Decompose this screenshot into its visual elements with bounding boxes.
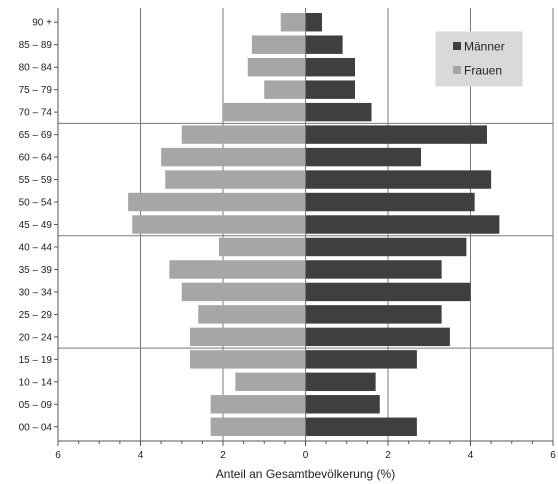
bar-maenner	[305, 260, 442, 279]
age-group-label: 65 – 69	[19, 130, 53, 141]
bar-maenner	[305, 35, 343, 54]
bar-frauen	[210, 417, 306, 436]
bar-frauen	[181, 282, 306, 302]
bar-maenner	[305, 125, 487, 144]
bar-frauen	[210, 395, 306, 414]
bar-maenner	[305, 147, 421, 167]
bar-maenner	[305, 417, 417, 436]
bar-maenner	[305, 215, 500, 234]
bar-frauen	[128, 192, 306, 212]
age-group-label: 90 +	[32, 18, 52, 29]
bars	[128, 13, 500, 436]
bar-maenner	[305, 57, 355, 77]
bar-frauen	[132, 215, 306, 234]
age-group-label: 00 – 04	[19, 422, 53, 433]
bar-frauen	[235, 372, 306, 392]
bar-maenner	[305, 395, 380, 414]
x-tick-label: 2	[220, 450, 226, 461]
x-tick-label: 0	[303, 450, 309, 461]
x-axis-title: Anteil an Gesamtbevölkerung (%)	[216, 467, 395, 481]
legend: Männer Frauen	[435, 31, 523, 87]
age-group-label: 70 – 74	[19, 108, 53, 119]
legend-label: Frauen	[464, 64, 502, 78]
age-group-label: 60 – 64	[19, 153, 53, 164]
age-group-label: 55 – 59	[19, 175, 53, 186]
legend-box	[435, 31, 523, 87]
bar-frauen	[223, 102, 306, 122]
bar-frauen	[280, 13, 306, 32]
bar-frauen	[161, 147, 306, 167]
bar-maenner	[305, 192, 475, 212]
age-group-label: 35 – 39	[19, 265, 53, 276]
bar-frauen	[264, 80, 306, 99]
age-group-label: 85 – 89	[19, 40, 53, 51]
bar-frauen	[198, 305, 306, 324]
x-axis-ticks: 6 4 2 0 2 4 6	[55, 441, 556, 461]
bar-maenner	[305, 237, 467, 257]
bar-frauen	[247, 57, 306, 77]
bar-frauen	[190, 350, 306, 369]
bar-maenner	[305, 80, 355, 99]
bar-maenner	[305, 372, 376, 392]
bar-maenner	[305, 350, 417, 369]
age-group-label: 45 – 49	[19, 220, 53, 231]
bar-frauen	[251, 35, 306, 54]
age-group-label: 80 – 84	[19, 63, 53, 74]
legend-items: Männer Frauen	[453, 40, 505, 78]
legend-label: Männer	[464, 40, 505, 54]
age-group-label: 05 – 09	[19, 400, 53, 411]
legend-swatch	[453, 66, 461, 74]
x-tick-label: 6	[55, 450, 61, 461]
age-group-labels: 90 + 85 – 89 80 – 84 75 – 79 70 – 74 65 – 69 6…	[19, 18, 58, 433]
age-group-label: 10 – 14	[19, 377, 53, 388]
bar-maenner	[305, 305, 442, 324]
x-tick-label: 2	[385, 450, 391, 461]
age-group-label: 30 – 34	[19, 287, 53, 298]
x-tick-label: 4	[468, 450, 474, 461]
bar-frauen	[165, 170, 306, 189]
legend-swatch	[453, 42, 461, 50]
age-group-label: 50 – 54	[19, 198, 53, 209]
bar-frauen	[218, 237, 306, 257]
x-tick-label: 4	[138, 450, 144, 461]
x-tick-label: 6	[550, 450, 556, 461]
age-group-label: 40 – 44	[19, 242, 53, 253]
bar-frauen	[169, 260, 306, 279]
bar-maenner	[305, 13, 322, 32]
bar-maenner	[305, 102, 372, 122]
age-group-label: 75 – 79	[19, 85, 53, 96]
age-group-label: 15 – 19	[19, 355, 53, 366]
age-group-label: 20 – 24	[19, 332, 53, 343]
bar-maenner	[305, 170, 492, 189]
age-group-label: 25 – 29	[19, 310, 53, 321]
bar-frauen	[181, 125, 306, 144]
bar-maenner	[305, 282, 471, 302]
bar-maenner	[305, 327, 450, 347]
bar-frauen	[190, 327, 306, 347]
